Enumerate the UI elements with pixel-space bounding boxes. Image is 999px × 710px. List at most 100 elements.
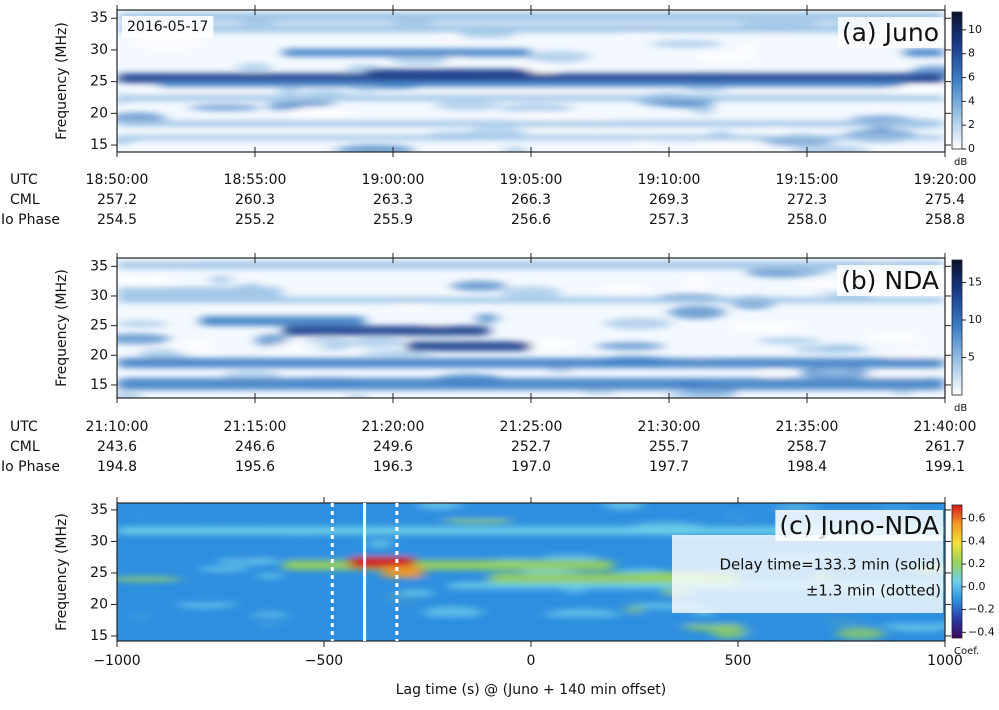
blob	[756, 337, 822, 345]
x-tick-label: 0	[527, 653, 536, 669]
spectrogram-image	[117, 10, 945, 152]
streak	[117, 120, 945, 127]
blob	[817, 366, 850, 378]
colorbar-tick-label: 4	[968, 94, 975, 107]
blob	[515, 111, 558, 124]
blob	[286, 534, 315, 547]
delay-annotation: Delay time=133.3 min (solid)	[719, 556, 941, 574]
date-annotation: 2016-05-17	[127, 19, 208, 35]
y-axis-label: Frequency (MHz)	[54, 513, 70, 631]
panel-title: (b) NDA	[841, 266, 939, 295]
row-value: 19:20:00	[914, 172, 977, 188]
row-value: 272.3	[787, 192, 827, 208]
row-value: 19:00:00	[362, 172, 425, 188]
colorbar-tick-label: 10	[968, 313, 982, 326]
blob	[597, 285, 653, 294]
colorbar-tick-label: 0	[968, 142, 975, 155]
row-name: CML	[10, 439, 40, 455]
colorbar-tick-label: 0.2	[968, 557, 986, 570]
x-tick-label: 1000	[927, 653, 963, 669]
blob	[625, 555, 683, 563]
colorbar-tick-label: 0.0	[968, 580, 986, 593]
texture	[117, 10, 945, 152]
row-value: 194.8	[97, 459, 137, 475]
blob	[117, 576, 183, 583]
row-value: 199.1	[925, 459, 965, 475]
streak	[117, 95, 945, 102]
blob	[170, 341, 215, 352]
streak	[117, 297, 945, 303]
colorbar-tick-label: 0.4	[968, 534, 986, 547]
title-box	[837, 265, 943, 296]
row-value: 18:50:00	[86, 172, 149, 188]
y-tick-label: 15	[90, 628, 108, 644]
delay-annotation: ±1.3 min (dotted)	[806, 582, 941, 600]
blob	[417, 503, 462, 510]
blob	[235, 63, 273, 73]
blob	[499, 286, 562, 299]
blob	[502, 146, 528, 152]
blob	[278, 84, 302, 97]
row-value: 269.3	[649, 192, 689, 208]
row-value: 258.8	[925, 212, 965, 228]
blob	[525, 50, 591, 63]
row-name: Io Phase	[1, 459, 60, 475]
colorbar-tick-label: −0.4	[968, 625, 995, 638]
y-tick-label: 25	[90, 318, 108, 334]
row-value: 19:15:00	[776, 172, 839, 188]
blob	[693, 52, 758, 63]
row-value: 19:05:00	[500, 172, 563, 188]
streak	[282, 325, 490, 336]
blob	[865, 334, 923, 342]
blob	[367, 538, 392, 548]
blob	[764, 370, 788, 378]
blob	[188, 104, 263, 111]
blob	[117, 391, 143, 398]
title-box	[837, 17, 943, 48]
blob	[496, 103, 574, 113]
blob	[888, 86, 945, 95]
y-tick-label: 25	[90, 74, 108, 90]
blob	[257, 573, 284, 580]
blob	[649, 39, 723, 48]
row-value: 197.0	[511, 459, 551, 475]
row-value: 195.6	[235, 459, 275, 475]
blob	[736, 45, 758, 54]
y-axis-label: Frequency (MHz)	[54, 22, 70, 140]
blob	[682, 277, 710, 289]
row-value: 197.7	[649, 459, 689, 475]
row-value: 21:25:00	[500, 419, 563, 435]
row-value: 21:30:00	[638, 419, 701, 435]
blob	[712, 625, 747, 640]
y-tick-label: 20	[90, 347, 108, 363]
colorbar-tick-label: 5	[968, 351, 975, 364]
row-value: 257.3	[649, 212, 689, 228]
x-axis-label: Lag time (s) @ (Juno + 140 min offset)	[396, 682, 667, 698]
annotation-box	[122, 16, 214, 38]
y-tick-label: 15	[90, 377, 108, 393]
blob	[117, 276, 178, 289]
colorbar	[951, 259, 963, 396]
x-tick-label: −1000	[93, 653, 140, 669]
row-value: 21:15:00	[224, 419, 287, 435]
streak	[158, 80, 904, 87]
texture	[117, 258, 945, 398]
blob	[791, 144, 869, 152]
y-tick-label: 35	[90, 10, 108, 26]
blob	[442, 517, 513, 525]
blob	[270, 341, 325, 351]
blob	[836, 627, 885, 640]
blob	[668, 305, 726, 320]
panel-title: (a) Juno	[842, 18, 939, 47]
blob	[398, 589, 434, 598]
blob	[346, 393, 369, 398]
streak	[406, 341, 531, 352]
streak	[117, 526, 945, 535]
row-value: 249.6	[373, 439, 413, 455]
row-value: 260.3	[235, 192, 275, 208]
y-axis-label: Frequency (MHz)	[54, 269, 70, 387]
row-value: 196.3	[373, 459, 413, 475]
colorbar-tick-label: −0.2	[968, 603, 995, 616]
streak	[117, 24, 863, 33]
